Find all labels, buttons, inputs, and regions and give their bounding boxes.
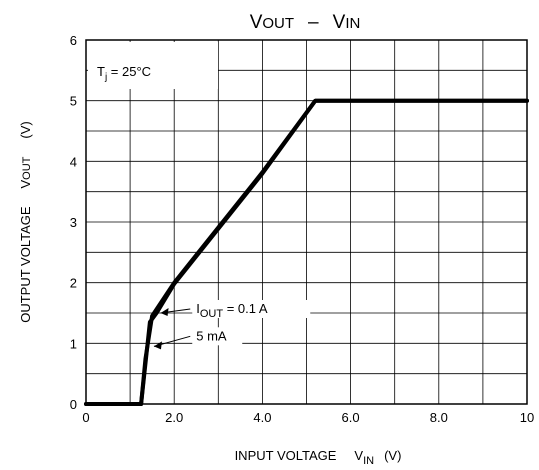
arrow-head-icon (160, 308, 169, 316)
condition-sub: j (104, 72, 107, 83)
title-dash: – (308, 12, 319, 33)
annotation-bg (192, 327, 243, 346)
tick-labels: 0 2.0 4.0 6.0 8.0 10 0 1 2 3 4 5 6 (70, 33, 534, 425)
y-tick-label: 0 (70, 397, 77, 412)
x-tick-label: 8.0 (430, 410, 448, 425)
y-label-unit: (V) (18, 121, 33, 138)
x-tick-label: 0 (82, 410, 89, 425)
annotations: IOUT = 0.1 A 5 mA (153, 300, 311, 350)
y-axis-label: OUTPUT VOLTAGE VOUT (V) (18, 121, 33, 323)
x-label-text: INPUT VOLTAGE (235, 448, 337, 463)
condition-main: T (97, 64, 105, 79)
x-label-unit: (V) (384, 448, 401, 463)
plot-frame (85, 39, 528, 405)
series-layer (84, 98, 529, 406)
y-tick-label: 2 (70, 276, 77, 291)
x-tick-label: 6.0 (342, 410, 360, 425)
y-tick-label: 4 (70, 154, 77, 169)
arrow-head-icon (153, 341, 162, 350)
title-vout-main: V (250, 12, 263, 33)
title-vout-sub: OUT (262, 15, 294, 32)
y-tick-label: 5 (70, 94, 77, 109)
x-tick-label: 2.0 (165, 410, 183, 425)
y-label-var-sub: OUT (21, 156, 33, 180)
y-tick-label: 6 (70, 33, 77, 48)
x-axis-label: INPUT VOLTAGE VIN (V) (235, 448, 402, 467)
grid (86, 40, 527, 404)
annotation-bg (192, 300, 311, 318)
y-label-text: OUTPUT VOLTAGE (18, 206, 33, 323)
y-tick-label: 1 (70, 336, 77, 351)
x-label-var-main: V (354, 448, 363, 463)
title-vin-main: V (333, 12, 346, 33)
junction-temp-label: Tj = 25°C (97, 64, 151, 83)
title-vin-sub: IN (345, 15, 360, 32)
y-label-var-main: V (18, 179, 33, 188)
chart-title: VOUT – VIN (250, 12, 361, 33)
annotation-label: 5 mA (196, 328, 227, 343)
condition-box: Tj = 25°C (88, 42, 218, 89)
x-tick-label: 10 (520, 410, 534, 425)
series-line-iout-5ma (84, 98, 529, 406)
x-label-var-sub: IN (363, 455, 374, 467)
x-tick-label: 4.0 (253, 410, 271, 425)
condition-rest: = 25°C (107, 64, 151, 79)
y-tick-label: 3 (70, 215, 77, 230)
annotation-label: IOUT = 0.1 A (196, 301, 268, 320)
